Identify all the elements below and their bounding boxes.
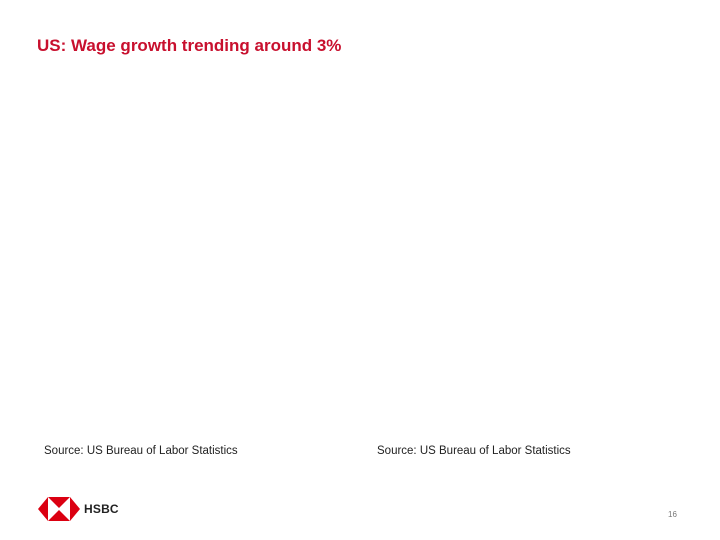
slide-title: US: Wage growth trending around 3% <box>37 36 342 55</box>
source-note: Source: US Bureau of Labor Statistics <box>44 445 238 457</box>
source-note: Source: US Bureau of Labor Statistics <box>377 445 571 457</box>
logo-mark <box>38 497 80 521</box>
logo-text: HSBC <box>84 502 119 516</box>
page-number: 16 <box>668 510 677 519</box>
